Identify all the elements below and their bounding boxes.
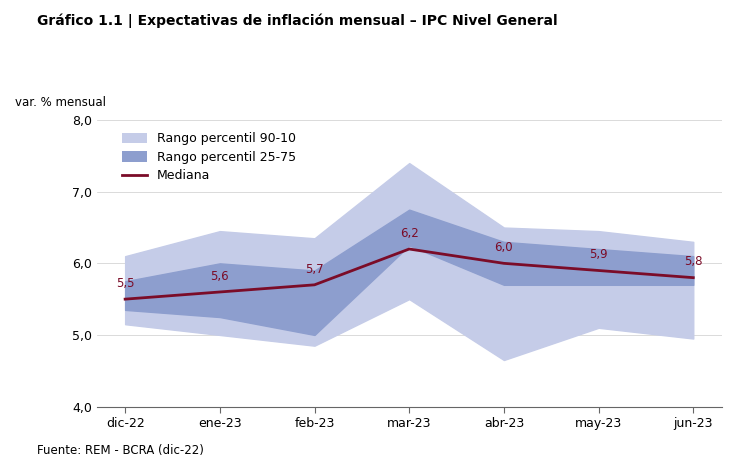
Text: 5,8: 5,8	[684, 255, 702, 268]
Text: 5,5: 5,5	[116, 277, 135, 290]
Text: 6,2: 6,2	[400, 227, 419, 240]
Legend: Rango percentil 90-10, Rango percentil 25-75, Mediana: Rango percentil 90-10, Rango percentil 2…	[122, 132, 296, 182]
Text: 5,6: 5,6	[211, 270, 229, 283]
Text: Gráfico 1.1 | Expectativas de inflación mensual – IPC Nivel General: Gráfico 1.1 | Expectativas de inflación …	[37, 14, 558, 28]
Text: 6,0: 6,0	[495, 241, 513, 254]
Text: 5,9: 5,9	[589, 248, 608, 261]
Text: 5,7: 5,7	[305, 262, 324, 275]
Text: Fuente: REM - BCRA (dic-22): Fuente: REM - BCRA (dic-22)	[37, 444, 204, 457]
Text: var. % mensual: var. % mensual	[16, 96, 106, 109]
